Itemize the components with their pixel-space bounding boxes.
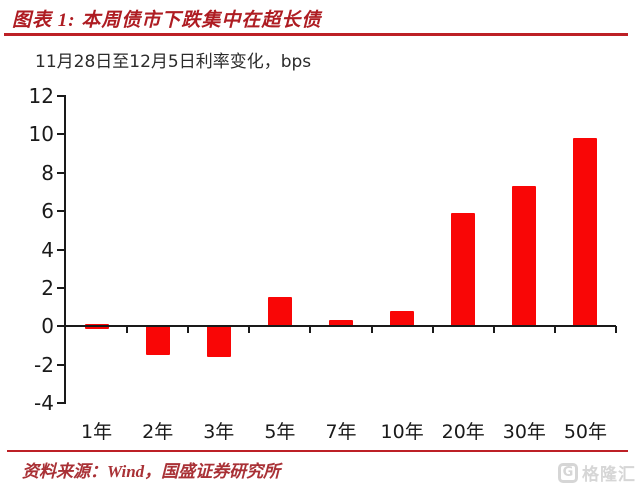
source-note: 资料来源：Wind，国盛证券研究所 [22, 462, 281, 481]
x-axis-tick [492, 326, 495, 334]
x-axis-label: 50年 [563, 421, 608, 443]
y-axis-tick [57, 286, 64, 289]
x-axis-tick [248, 326, 251, 334]
bar-5年 [267, 297, 292, 327]
x-axis-label: 20年 [441, 421, 485, 443]
y-axis-label: 8 [41, 160, 54, 185]
x-axis-tick [370, 326, 373, 334]
bar-10年 [390, 310, 415, 327]
x-axis-label: 5年 [264, 421, 296, 443]
bar-3年 [206, 326, 231, 357]
watermark: G 格隆汇 [558, 460, 636, 485]
watermark-text: 格隆汇 [582, 465, 636, 485]
y-axis-label: -2 [34, 352, 54, 377]
x-axis-label: 2年 [142, 421, 174, 443]
y-axis-tick [57, 95, 64, 97]
y-axis-label: 10 [28, 122, 54, 147]
y-axis-tick [57, 133, 64, 136]
y-axis-tick [57, 363, 64, 366]
bar-50年 [573, 138, 598, 327]
y-axis-tick [57, 402, 64, 404]
gelonghui-logo-icon: G [558, 462, 578, 483]
bar-7年 [329, 320, 353, 327]
y-axis-line [64, 95, 66, 404]
y-axis-tick [57, 171, 64, 174]
x-axis-line [64, 325, 616, 328]
bar-20年 [451, 213, 476, 327]
x-axis-label: 7年 [325, 421, 357, 443]
plot-area: 12 10 8 6 4 2 0 -2 -4 1年 2年 3年 5年 7年 10年 20年 30年 50年 [29, 85, 617, 443]
x-axis-label: 10年 [380, 421, 424, 443]
chart-title: 图表 1: 本周债市下跌集中在超长债 [12, 10, 322, 31]
y-axis-label: 12 [28, 84, 54, 108]
y-axis-tick [57, 210, 64, 213]
x-axis-tick [309, 326, 312, 334]
y-axis-label: 6 [41, 199, 54, 224]
y-axis-label: -4 [34, 391, 54, 415]
bar-2年 [145, 326, 170, 356]
bar-30年 [512, 186, 537, 327]
x-axis-label: 3年 [203, 421, 235, 443]
x-axis-tick [615, 326, 617, 334]
x-axis-tick [553, 326, 556, 334]
x-axis-tick [187, 326, 190, 334]
x-axis-label: 1年 [81, 421, 113, 443]
y-axis-label: 0 [41, 314, 54, 339]
x-axis-tick [431, 326, 434, 334]
y-axis-label: 2 [41, 275, 54, 300]
x-axis-tick [126, 326, 129, 334]
chart-subtitle: 11月28日至12月5日利率变化，bps [35, 52, 312, 72]
y-axis-tick [57, 248, 64, 251]
y-axis-label: 4 [41, 237, 54, 262]
y-axis-tick [57, 325, 64, 328]
title-divider-line [4, 33, 628, 36]
footer-divider-line [7, 450, 628, 452]
x-axis-label: 30年 [502, 421, 546, 443]
